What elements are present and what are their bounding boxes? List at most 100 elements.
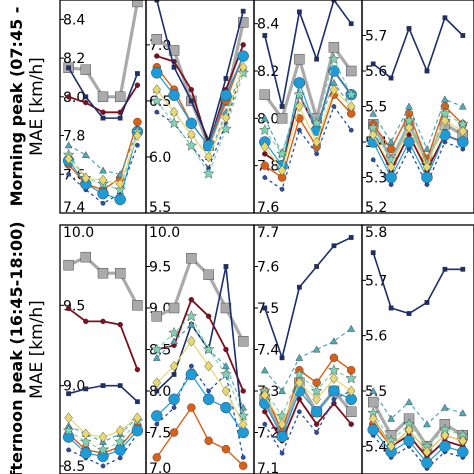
series-point-5 bbox=[458, 102, 467, 110]
series-point-2 bbox=[171, 372, 177, 377]
series-point-6 bbox=[403, 435, 415, 447]
series-point-8 bbox=[260, 389, 270, 401]
ytick-label: 8.4 bbox=[63, 12, 85, 28]
series-point-8 bbox=[440, 429, 450, 441]
series-point-5 bbox=[405, 102, 413, 110]
series-point-2 bbox=[262, 305, 268, 311]
series-point-8 bbox=[295, 101, 304, 112]
series-point-6 bbox=[293, 77, 306, 89]
series-point-8 bbox=[152, 377, 162, 389]
series-point-0 bbox=[114, 91, 126, 103]
series-point-2 bbox=[370, 250, 376, 256]
series-point-1 bbox=[134, 366, 141, 373]
series-point-5 bbox=[260, 114, 269, 122]
plot-area bbox=[62, 0, 144, 206]
ytick-label: 8.5 bbox=[149, 343, 171, 359]
panel-r1-c0: 8.59.09.510.0 bbox=[59, 224, 147, 474]
series-point-2 bbox=[240, 8, 246, 14]
series-point-7 bbox=[114, 435, 126, 447]
series-line-8 bbox=[264, 377, 352, 425]
series-point-8 bbox=[98, 174, 108, 186]
ytick-label: 7.6 bbox=[257, 200, 279, 216]
series-line-2 bbox=[372, 16, 464, 79]
series-point-2 bbox=[331, 243, 337, 249]
series-point-5 bbox=[347, 324, 356, 332]
series-point-2 bbox=[424, 68, 430, 74]
panel-frame bbox=[361, 224, 474, 474]
series-point-1 bbox=[65, 94, 72, 100]
series-point-3 bbox=[331, 396, 337, 402]
series-point-2 bbox=[331, 0, 337, 3]
series-point-1 bbox=[240, 388, 246, 394]
series-point-6 bbox=[220, 89, 232, 101]
series-point-2 bbox=[154, 388, 160, 394]
row-title-afternoon: fternoon peak (16:45-18:00) bbox=[7, 221, 26, 474]
series-line-1 bbox=[156, 298, 245, 392]
series-point-6 bbox=[421, 171, 433, 184]
series-point-7 bbox=[310, 384, 323, 396]
series-point-1 bbox=[83, 318, 89, 325]
series-point-1 bbox=[188, 297, 195, 303]
series-point-7 bbox=[328, 53, 340, 65]
series-point-2 bbox=[406, 26, 412, 31]
series-point-8 bbox=[422, 446, 432, 458]
series-point-2 bbox=[262, 33, 268, 38]
series-point-8 bbox=[115, 425, 125, 436]
series-point-8 bbox=[238, 61, 248, 73]
series-point-5 bbox=[441, 95, 449, 103]
series-point-7 bbox=[185, 139, 198, 151]
series-point-0 bbox=[97, 91, 109, 103]
series-point-8 bbox=[277, 418, 287, 430]
series-point-7 bbox=[168, 326, 180, 338]
series-point-8 bbox=[277, 165, 287, 176]
series-point-3 bbox=[331, 104, 337, 109]
series-point-6 bbox=[151, 410, 163, 422]
series-point-0 bbox=[80, 251, 92, 263]
series-point-8 bbox=[81, 172, 91, 184]
series-point-3 bbox=[314, 151, 320, 157]
series-point-8 bbox=[133, 412, 142, 424]
series-line-7 bbox=[264, 58, 352, 155]
series-point-0 bbox=[259, 89, 270, 100]
ytick-label: 5.3 bbox=[365, 171, 387, 187]
series-point-1 bbox=[205, 313, 212, 319]
series-point-1 bbox=[100, 109, 106, 116]
series-point-8 bbox=[404, 424, 414, 436]
series-point-0 bbox=[203, 269, 214, 280]
series-point-8 bbox=[404, 122, 414, 134]
series-point-0 bbox=[294, 53, 305, 65]
series-point-6 bbox=[220, 401, 232, 414]
series-point-2 bbox=[66, 391, 72, 397]
series-point-4 bbox=[169, 428, 179, 437]
series-point-1 bbox=[154, 53, 160, 59]
series-point-2 bbox=[314, 56, 320, 62]
ytick-label: 5.6 bbox=[365, 64, 387, 80]
series-point-6 bbox=[237, 50, 249, 62]
series-point-3 bbox=[66, 447, 72, 453]
series-point-5 bbox=[387, 138, 395, 146]
series-line-8 bbox=[156, 340, 244, 425]
series-point-6 bbox=[80, 447, 92, 459]
series-point-8 bbox=[152, 84, 162, 96]
series-point-2 bbox=[117, 115, 123, 121]
series-point-8 bbox=[133, 130, 142, 141]
series-line-5 bbox=[156, 324, 244, 408]
ytick-label: 10.0 bbox=[63, 225, 94, 241]
series-point-2 bbox=[348, 235, 354, 240]
series-point-3 bbox=[262, 175, 268, 180]
series-point-6 bbox=[457, 446, 469, 458]
series-point-8 bbox=[238, 418, 248, 430]
series-point-6 bbox=[367, 424, 379, 436]
series-line-8 bbox=[372, 120, 464, 168]
series-point-1 bbox=[188, 86, 195, 93]
series-point-6 bbox=[185, 117, 198, 130]
series-point-7 bbox=[237, 409, 249, 421]
plot-area bbox=[151, 252, 249, 470]
series-point-1 bbox=[240, 42, 246, 48]
series-point-8 bbox=[346, 101, 356, 112]
series-point-0 bbox=[276, 113, 288, 124]
series-point-4 bbox=[221, 444, 231, 454]
series-point-7 bbox=[293, 88, 306, 100]
series-line-2 bbox=[264, 236, 352, 359]
series-point-2 bbox=[296, 9, 302, 15]
